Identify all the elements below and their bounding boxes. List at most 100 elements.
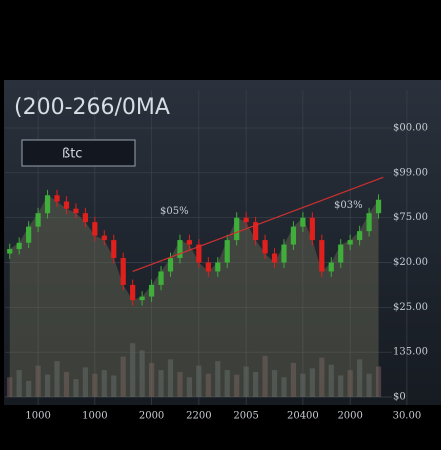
candle-body [281, 244, 287, 263]
candle-body [300, 217, 306, 227]
volume-bar [16, 370, 22, 397]
volume-bar [328, 364, 334, 397]
volume-bar [167, 359, 174, 397]
candle-body [54, 195, 60, 202]
volume-bar [82, 367, 88, 397]
candle-body [262, 240, 268, 254]
volume-bar [196, 365, 202, 397]
volume-bar [158, 370, 164, 397]
y-tick-label: $99.00 [393, 167, 428, 178]
volume-bar [44, 374, 51, 397]
candle-body [35, 213, 41, 227]
annotation: $05% [160, 206, 189, 217]
y-tick-label: 135.00 [393, 347, 428, 358]
volume-bar [63, 371, 70, 397]
volume-bar [26, 380, 32, 397]
volume-bar [300, 373, 306, 397]
candle-body [309, 217, 315, 241]
volume-bar [309, 368, 315, 397]
x-tick-label: 1000 [25, 411, 50, 422]
x-tick-label: 30.00 [393, 411, 422, 422]
volume-bar [271, 370, 278, 397]
volume-bar [357, 359, 363, 397]
trend-line [132, 176, 384, 273]
y-tick-label: $75.00 [393, 212, 428, 223]
chart-title: (200-266/0MA [14, 95, 170, 120]
panel [4, 80, 441, 405]
candle-body [44, 195, 51, 214]
volume-bar [205, 373, 211, 397]
candle-body [234, 217, 240, 241]
volume-bar [281, 377, 287, 397]
volume-bar [186, 377, 193, 397]
candle-body [290, 226, 297, 245]
candle-body [338, 244, 344, 263]
candles-layer [7, 176, 384, 306]
volume-bar [120, 356, 126, 397]
volume-bar [253, 371, 259, 397]
candle-body [26, 226, 32, 243]
candle-body [92, 222, 98, 236]
y-tick-label: $0 [393, 392, 406, 403]
candle-body [82, 213, 88, 223]
volume-bar [130, 343, 136, 397]
volume-bar [338, 375, 344, 397]
y-tick-label: $25.00 [393, 302, 428, 313]
volume-bar [148, 362, 155, 397]
candle-body [139, 296, 145, 301]
volume-bar [101, 370, 107, 397]
candle-body [205, 262, 211, 272]
candle-body [158, 271, 164, 285]
candle-body [196, 244, 202, 263]
volume-bar [35, 365, 41, 397]
volume-bar [54, 361, 60, 397]
candle-body [111, 240, 117, 259]
candle-body [328, 262, 334, 272]
volume-bar [234, 374, 240, 397]
volume-bar [243, 366, 249, 397]
volume-bar [224, 370, 230, 397]
volume-bar [290, 362, 297, 397]
candle-body [167, 258, 174, 272]
symbol-text: ßtc [62, 147, 82, 162]
candle-body [253, 222, 259, 241]
candle-body [101, 235, 107, 241]
symbol-input[interactable] [21, 139, 136, 167]
candle-body [319, 240, 325, 272]
candle-body [375, 199, 382, 214]
volume-layer [7, 343, 382, 397]
x-tick-label: 2005 [233, 411, 258, 422]
volume-bar [111, 375, 117, 397]
volume-bar [92, 373, 98, 397]
candle-body [271, 253, 278, 263]
candle-body [130, 284, 136, 301]
candle-body [7, 249, 13, 254]
candle-body [357, 231, 363, 241]
x-tick-label: 2200 [186, 411, 211, 422]
candle-body [186, 240, 193, 245]
volume-bar [177, 371, 183, 397]
x-tick-label: 20400 [287, 411, 319, 422]
volume-bar [215, 361, 221, 397]
candle-body [16, 242, 22, 250]
candle-body [177, 240, 183, 259]
candle-body [366, 213, 372, 232]
volume-bar [319, 357, 325, 397]
annotation: $03% [334, 200, 363, 211]
candle-body [243, 217, 249, 223]
y-tick-label: $00.00 [393, 123, 428, 134]
candle-body [347, 240, 353, 245]
y-tick-label: $20.00 [393, 257, 428, 268]
volume-bar [73, 379, 79, 397]
volume-bar [139, 350, 145, 397]
candle-body [148, 284, 155, 297]
volume-bar [347, 370, 353, 397]
volume-bar [366, 373, 372, 397]
candle-body [73, 208, 79, 214]
x-tick-label: 1000 [82, 411, 107, 422]
volume-bar [262, 355, 268, 397]
volume-bar [375, 366, 382, 397]
candle-body [224, 240, 230, 263]
